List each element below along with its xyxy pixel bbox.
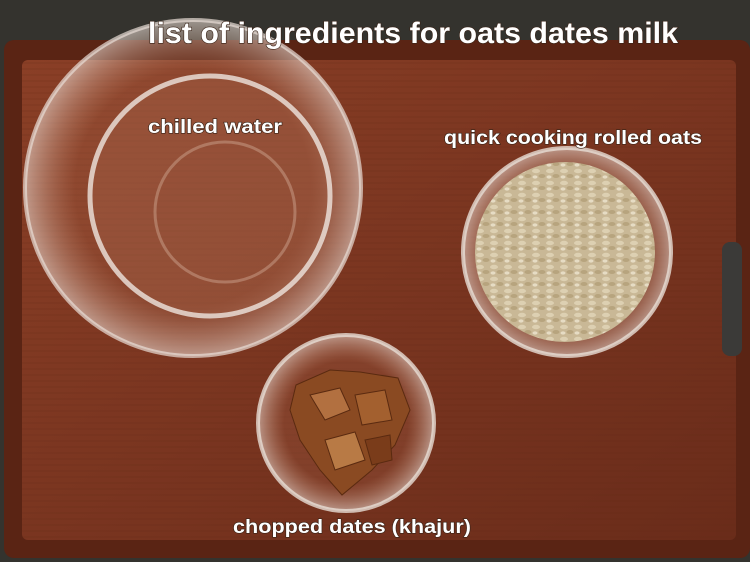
title: list of ingredients for oats dates milk: [148, 17, 678, 50]
water-bowl: [87, 73, 333, 319]
label: chilled water: [148, 117, 283, 138]
large-bowl: [23, 18, 363, 358]
label: quick cooking rolled oats: [444, 128, 702, 149]
dates: [289, 369, 411, 496]
water-reflection: [153, 140, 297, 284]
tray-handle: [722, 242, 742, 356]
label: chopped dates (khajur): [233, 517, 471, 538]
oats: [475, 162, 655, 342]
